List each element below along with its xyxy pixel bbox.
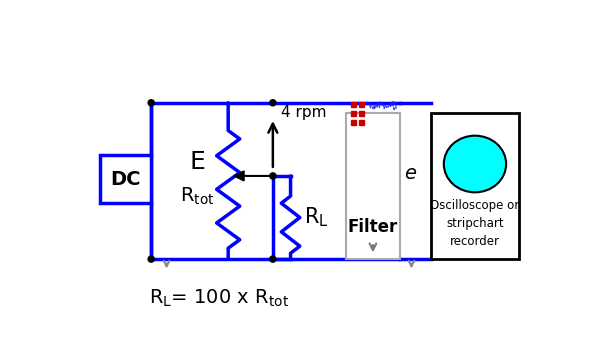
- Text: Oscilloscope or
stripchart
recorder: Oscilloscope or stripchart recorder: [430, 199, 520, 247]
- Circle shape: [148, 256, 154, 262]
- Bar: [351, 120, 356, 126]
- Bar: [359, 101, 364, 107]
- Bar: [351, 111, 356, 116]
- Bar: [351, 101, 356, 107]
- Bar: [359, 120, 364, 126]
- Circle shape: [270, 173, 276, 179]
- Text: E: E: [190, 150, 205, 174]
- Bar: [346, 113, 400, 259]
- Text: 4 rpm: 4 rpm: [281, 105, 326, 120]
- Text: e: e: [404, 164, 416, 183]
- Bar: [431, 113, 519, 259]
- Circle shape: [148, 100, 154, 106]
- Text: R$_\mathregular{tot}$: R$_\mathregular{tot}$: [180, 186, 215, 207]
- Bar: [100, 155, 151, 203]
- Circle shape: [270, 100, 276, 106]
- Bar: [359, 111, 364, 116]
- Text: R$_\mathregular{L}$: R$_\mathregular{L}$: [304, 206, 329, 229]
- Ellipse shape: [444, 136, 506, 192]
- Text: R$_\mathregular{L}$= 100 x R$_\mathregular{tot}$: R$_\mathregular{L}$= 100 x R$_\mathregul…: [149, 288, 289, 309]
- Circle shape: [270, 256, 276, 262]
- Text: Filter: Filter: [348, 218, 398, 236]
- Text: DC: DC: [110, 169, 140, 189]
